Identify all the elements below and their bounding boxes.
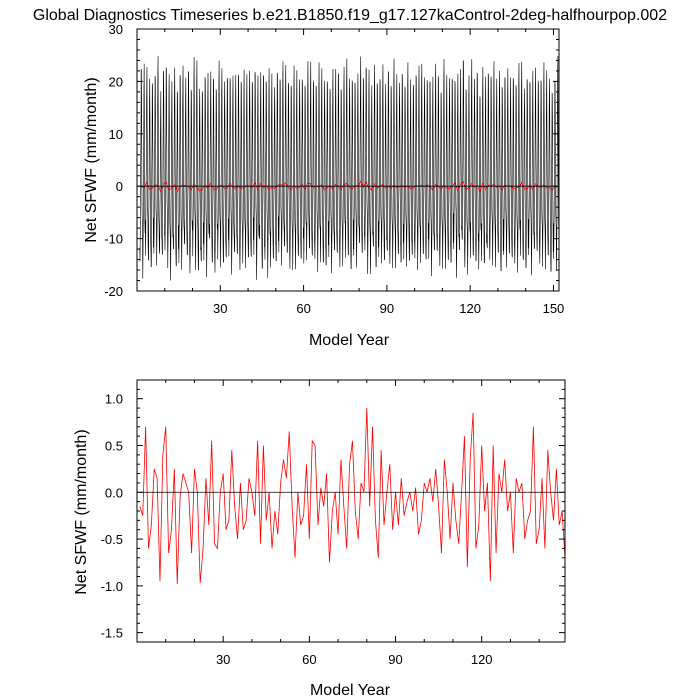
top-axis-ticks: 30 60 90 120 150 -20 -10 0 10 20 30 [104,22,564,316]
bottom-ytick-label: 0.5 [105,439,123,454]
bottom-panel: 30 60 90 120 -1.5 -1.0 -0.5 0.0 0.5 1.0 Model Yea… [73,379,566,699]
bottom-xtick-label: 120 [471,652,493,667]
figure-title: Global Diagnostics Timeseries b.e21.B185… [33,7,667,24]
top-xtick-label: 60 [296,301,310,316]
bottom-series-layer [139,408,566,585]
bottom-ylabel: Net SFWF (mm/month) [73,429,90,594]
bottom-xtick-label: 30 [216,652,230,667]
bottom-axis-ticks: 30 60 90 120 -1.5 -1.0 -0.5 0.0 0.5 1.0 [101,379,565,667]
bottom-annual-series-line [139,408,566,585]
top-ytick-label: -10 [104,232,123,247]
top-xlabel: Model Year [309,332,390,349]
top-monthly-series-line [139,55,560,281]
top-xtick-label: 30 [213,301,227,316]
top-series-layer [139,55,560,281]
bottom-ytick-label: -0.5 [101,532,123,547]
bottom-ytick-label: 0.0 [105,485,123,500]
top-panel: 30 60 90 120 150 -20 -10 0 10 20 30 Model Year Net… [83,22,564,349]
top-annual-series-line [141,180,558,193]
bottom-xlabel: Model Year [310,682,391,699]
top-ytick-label: 0 [116,179,123,194]
top-xtick-label: 150 [543,301,565,316]
bottom-xtick-label: 60 [302,652,316,667]
top-ytick-label: 20 [109,74,123,89]
top-ylabel: Net SFWF (mm/month) [83,77,100,242]
top-ytick-label: 30 [109,22,123,37]
bottom-ytick-label: 1.0 [105,392,123,407]
bottom-ytick-label: -1.0 [101,579,123,594]
bottom-plot-frame [136,379,566,643]
top-xtick-label: 90 [380,301,394,316]
top-ytick-label: -20 [104,284,123,299]
top-plot-frame [136,28,560,292]
bottom-xtick-label: 90 [388,652,402,667]
top-xtick-label: 120 [459,301,481,316]
bottom-ytick-label: -1.5 [101,626,123,641]
top-ytick-label: 10 [109,127,123,142]
